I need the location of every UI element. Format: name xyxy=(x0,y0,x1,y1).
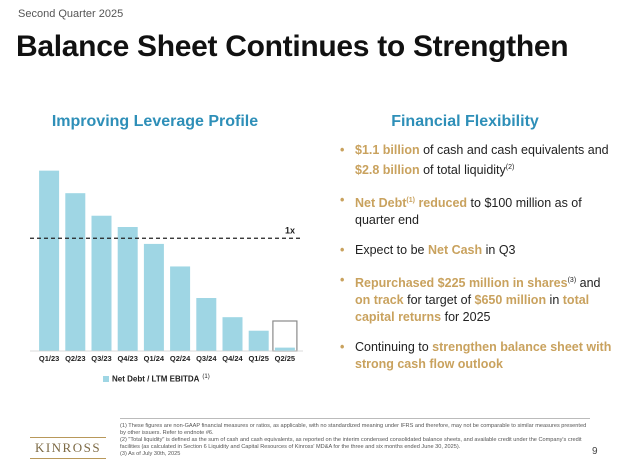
bullet-liquidity: • $1.1 billion of cash and cash equivale… xyxy=(340,143,609,178)
bar-Q3-23 xyxy=(91,215,112,351)
legend-footnote-mark: (1) xyxy=(202,374,210,380)
footnote-divider xyxy=(120,418,590,419)
bar-Q1-24 xyxy=(143,243,164,351)
page-number: 9 xyxy=(592,446,598,457)
bullet-dot: • xyxy=(340,143,345,157)
footnote-3: (3) As of July 30th, 2025 xyxy=(120,451,181,457)
financial-flexibility-list: • $1.1 billion of cash and cash equivale… xyxy=(340,142,618,386)
reference-line-label: 1x xyxy=(285,225,295,235)
bar-Q2-25 xyxy=(274,347,295,351)
x-tick-label: Q1/25 xyxy=(248,354,268,363)
bullet-buyback: • Repurchased $225 million in shares(3) … xyxy=(340,273,601,325)
bar-Q2-23 xyxy=(65,193,86,351)
bar-Q3-24 xyxy=(196,298,217,351)
x-tick-label: Q1/24 xyxy=(144,354,165,363)
bullet-dot: • xyxy=(340,340,345,355)
x-tick-label: Q2/25 xyxy=(275,354,295,363)
bullet-net-debt: • Net Debt(1) reduced to $100 million as… xyxy=(340,193,582,228)
chart-legend: Net Debt / LTM EBITDA (1) xyxy=(103,374,210,384)
bar-Q4-23 xyxy=(117,227,138,351)
x-tick-label: Q1/23 xyxy=(39,354,59,363)
page-title: Balance Sheet Continues to Strengthen xyxy=(16,30,569,63)
bullets-heading: Financial Flexibility xyxy=(391,113,539,130)
x-tick-label: Q4/24 xyxy=(222,354,243,363)
legend-label: Net Debt / LTM EBITDA xyxy=(112,374,200,384)
bullet-dot: • xyxy=(340,243,345,258)
bar-Q2-24 xyxy=(170,266,191,351)
x-tick-label: Q2/24 xyxy=(170,354,191,363)
kinross-logo: KINROSS xyxy=(30,437,106,459)
bullet-dot: • xyxy=(340,193,345,208)
bullet-balance-sheet: • Continuing to strengthen balance sheet… xyxy=(340,340,612,372)
chart-heading: Improving Leverage Profile xyxy=(51,113,259,130)
bullet-net-cash: • Expect to be Net Cash in Q3 xyxy=(340,243,516,258)
footnote-2: (2) "Total liquidity" is defined as the … xyxy=(120,437,582,450)
x-tick-label: Q3/24 xyxy=(196,354,217,363)
bar-Q1-23 xyxy=(39,170,60,351)
footnotes: (1) These figures are non-GAAP financial… xyxy=(120,423,590,458)
x-tick-label: Q2/23 xyxy=(65,354,85,363)
bar-Q4-24 xyxy=(222,317,243,351)
bullet-dot: • xyxy=(340,273,345,288)
bar-highlight-box xyxy=(272,320,298,352)
footnote-1: (1) These figures are non-GAAP financial… xyxy=(120,423,587,436)
x-tick-label: Q3/23 xyxy=(91,354,111,363)
legend-swatch xyxy=(103,375,109,382)
bar-Q1-25 xyxy=(248,330,269,351)
presentation-period: Second Quarter 2025 xyxy=(18,8,124,20)
leverage-bar-chart: Q1/23 Q2/23 Q3/23 Q4/23 Q1/24 Q2/24 Q3/24 Q4/24… xyxy=(30,170,303,363)
x-tick-label: Q4/23 xyxy=(117,354,137,363)
